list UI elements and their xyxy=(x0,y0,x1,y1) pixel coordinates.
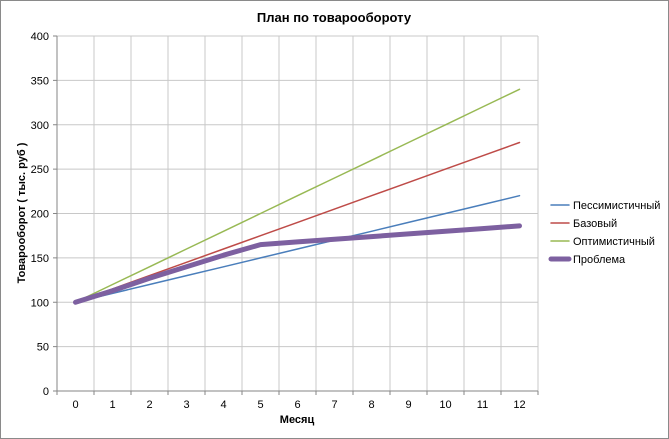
x-tick-labels: 0 1 2 3 4 5 6 7 8 9 10 11 12 xyxy=(72,399,525,411)
legend-label: Пессимистичный xyxy=(573,200,660,212)
x-tick-label: 10 xyxy=(439,399,451,411)
x-tick-label: 0 xyxy=(72,399,78,411)
legend-label: Оптимистичный xyxy=(573,236,655,248)
legend: Пессимистичный Базовый Оптимистичный Пробле… xyxy=(548,200,660,266)
series-line xyxy=(73,223,522,305)
y-tick-labels: 0 50 100 150 200 250 300 350 400 xyxy=(31,31,49,398)
x-tick-label: 4 xyxy=(220,399,226,411)
y-tick-label: 350 xyxy=(31,75,49,87)
x-tick-label: 9 xyxy=(405,399,411,411)
x-tick-label: 11 xyxy=(477,399,488,411)
legend-label: Базовый xyxy=(573,218,617,230)
y-tick-label: 50 xyxy=(37,342,49,354)
y-tick-label: 100 xyxy=(31,297,49,309)
x-tick-label: 8 xyxy=(368,399,374,411)
y-tick-label: 0 xyxy=(43,386,49,398)
x-tick-label: 6 xyxy=(294,399,300,411)
y-tick-label: 250 xyxy=(31,164,49,176)
x-tick-label: 12 xyxy=(513,399,525,411)
y-tick-label: 200 xyxy=(31,209,49,221)
x-tick-label: 5 xyxy=(257,399,263,411)
series-line xyxy=(74,88,521,304)
gridlines xyxy=(57,35,539,391)
y-tick-label: 150 xyxy=(31,253,49,265)
series-line xyxy=(74,141,521,304)
axes xyxy=(53,35,539,395)
series-line xyxy=(74,194,521,304)
y-tick-label: 300 xyxy=(31,120,49,132)
x-tick-label: 2 xyxy=(146,399,152,411)
chart-title: План по товарообороту xyxy=(257,10,412,25)
series-lines xyxy=(73,88,522,305)
y-tick-label: 400 xyxy=(31,31,49,43)
x-tick-label: 1 xyxy=(109,399,115,411)
x-axis-title: Месяц xyxy=(280,414,315,426)
y-axis-title: Товарооборот ( тыс. руб ) xyxy=(16,142,28,283)
legend-label: Проблема xyxy=(573,254,626,266)
x-tick-label: 7 xyxy=(331,399,337,411)
x-tick-label: 3 xyxy=(183,399,189,411)
